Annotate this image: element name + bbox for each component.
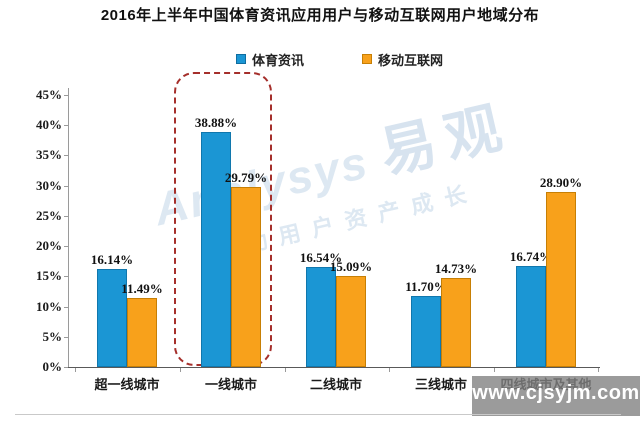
x-axis-label: 超一线城市 (94, 377, 160, 392)
x-axis-label: 三线城市 (414, 377, 468, 392)
x-axis-tick (75, 368, 77, 372)
legend-item-sports-news: 体育资讯 (236, 51, 305, 68)
x-axis-tick (598, 368, 600, 372)
watermark-brand: Analysys 易观 (149, 93, 517, 236)
legend: 体育资讯 移动互联网 (0, 51, 640, 68)
y-axis-label: 35% (36, 147, 62, 163)
bar-value-label: 11.70% (405, 279, 447, 295)
bar-value-label: 14.73% (434, 261, 478, 276)
bar-value-label: 16.14% (90, 252, 134, 268)
y-axis-tick (64, 95, 68, 96)
x-axis-label: 二线城市 (309, 377, 363, 392)
bar-体育资讯-超一线城市 (97, 269, 127, 367)
bar-移动互联网-超一线城市 (127, 297, 157, 367)
y-axis-tick (64, 367, 68, 368)
y-axis-label: 15% (36, 268, 62, 284)
y-axis-label: 0% (42, 359, 63, 374)
x-axis-tick (284, 368, 286, 372)
bar-体育资讯-一线城市 (201, 132, 231, 367)
watermark-url-box (472, 376, 640, 416)
x-axis-tick (389, 368, 391, 372)
y-axis-line (68, 88, 69, 367)
y-axis-label: 5% (42, 328, 63, 344)
y-axis-label: 20% (36, 238, 62, 254)
y-axis-tick (64, 215, 68, 217)
y-axis-tick (64, 125, 68, 127)
bar-移动互联网-二线城市 (336, 275, 366, 367)
legend-label: 体育资讯 (252, 52, 305, 68)
y-axis-tick (64, 185, 68, 187)
bar-value-label: 29.79% (224, 169, 268, 185)
y-axis-label: 45% (36, 87, 62, 102)
bar-value-label: 16.74% (509, 248, 553, 264)
bar-value-label: 28.90% (539, 175, 583, 191)
bar-value-label: 16.54% (299, 250, 343, 265)
legend-swatch-blue (236, 54, 246, 64)
y-axis-tick (64, 336, 68, 338)
bar-移动互联网-一线城市 (231, 186, 261, 367)
x-axis-tick (180, 368, 181, 372)
y-axis-label: 30% (36, 177, 62, 193)
watermark-url: www.cjsyjm.com (472, 382, 640, 404)
legend-label: 移动互联网 (378, 52, 444, 68)
y-axis-tick (64, 246, 68, 248)
bar-移动互联网-四线城市及其他 (546, 192, 576, 367)
legend-swatch-orange (362, 54, 372, 64)
y-axis-tick (64, 155, 68, 157)
chart-title: 2016年上半年中国体育资讯应用用户与移动互联网用户地域分布 (100, 7, 540, 24)
y-axis-label: 25% (36, 207, 62, 223)
bottom-divider (15, 414, 621, 415)
x-axis-label: 一线城市 (204, 377, 258, 392)
bar-体育资讯-三线城市 (411, 296, 441, 367)
bar-移动互联网-三线城市 (441, 278, 471, 367)
y-axis-label: 40% (36, 117, 62, 133)
x-axis-tick (493, 368, 495, 372)
y-axis-tick (64, 276, 68, 278)
bar-体育资讯-二线城市 (306, 267, 336, 367)
bar-value-label: 15.09% (329, 258, 373, 274)
x-axis-line (68, 367, 600, 368)
y-axis-label: 10% (36, 298, 62, 314)
bar-value-label: 11.49% (121, 280, 163, 296)
legend-item-mobile-internet: 移动互联网 (362, 51, 444, 68)
bar-体育资讯-四线城市及其他 (516, 265, 546, 367)
bar-value-label: 38.88% (194, 115, 238, 130)
y-axis-tick (64, 306, 68, 308)
